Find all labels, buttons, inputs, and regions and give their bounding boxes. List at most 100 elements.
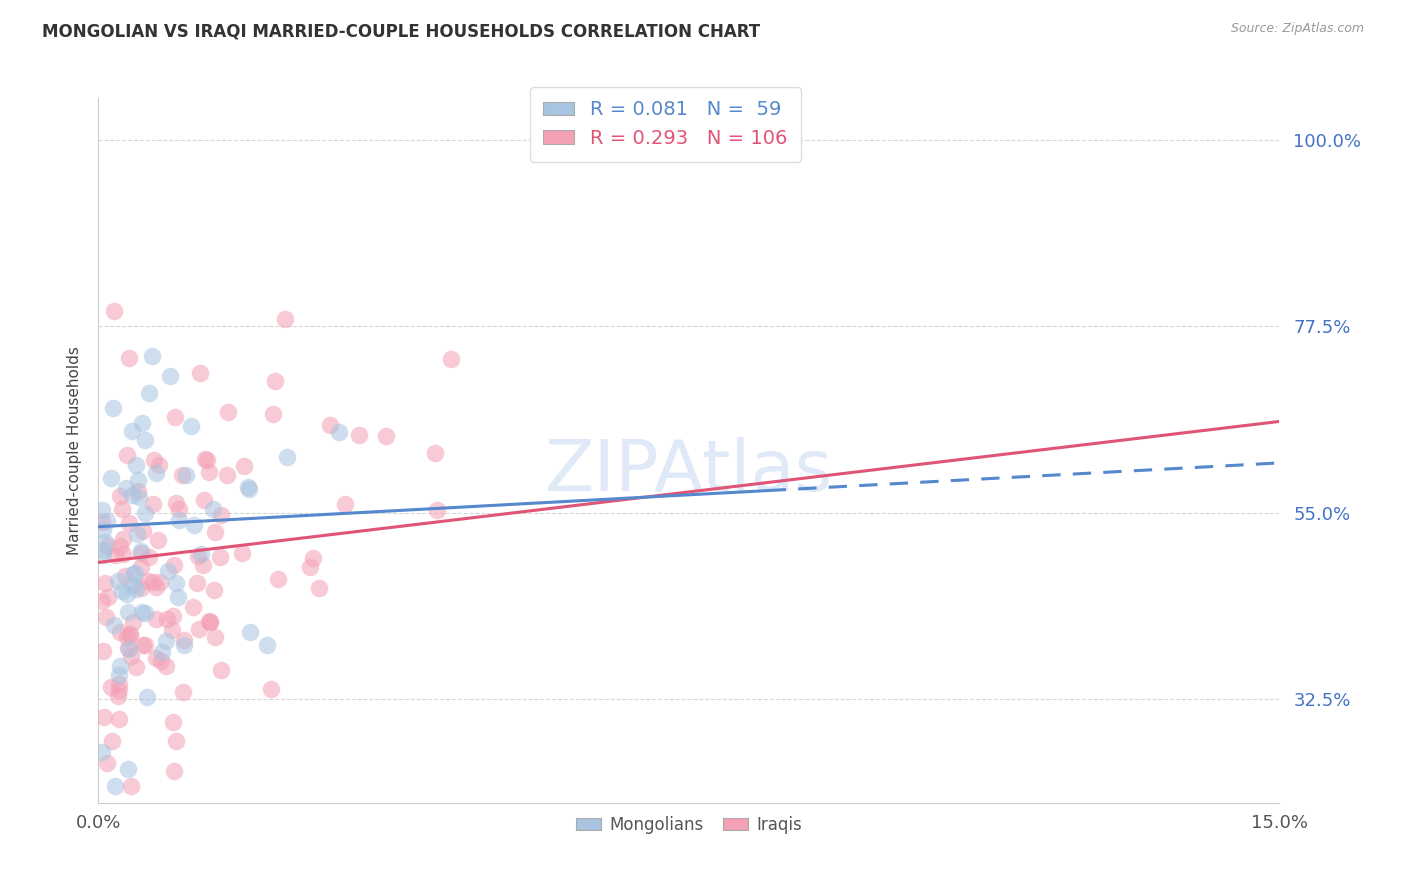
Point xyxy=(264,375,287,389)
Point xyxy=(159,369,181,384)
Point xyxy=(204,524,226,539)
Point xyxy=(426,503,449,517)
Point xyxy=(125,458,148,472)
Point xyxy=(124,660,146,674)
Point xyxy=(97,590,120,604)
Point xyxy=(198,615,221,630)
Point xyxy=(127,527,149,541)
Point xyxy=(131,524,153,539)
Point xyxy=(122,567,145,582)
Point xyxy=(96,756,118,770)
Point xyxy=(100,471,122,485)
Point xyxy=(107,689,129,703)
Point xyxy=(231,546,253,560)
Point xyxy=(186,576,208,591)
Point xyxy=(155,658,177,673)
Point xyxy=(150,645,173,659)
Point xyxy=(191,558,214,573)
Point xyxy=(134,606,156,620)
Point xyxy=(91,542,114,557)
Point xyxy=(256,639,278,653)
Text: MONGOLIAN VS IRAQI MARRIED-COUPLE HOUSEHOLDS CORRELATION CHART: MONGOLIAN VS IRAQI MARRIED-COUPLE HOUSEH… xyxy=(42,22,761,40)
Point xyxy=(110,539,132,553)
Point xyxy=(145,466,167,480)
Point xyxy=(190,366,212,380)
Point xyxy=(301,550,323,565)
Point xyxy=(115,481,138,495)
Point xyxy=(101,401,124,415)
Point xyxy=(94,576,117,591)
Point xyxy=(96,514,118,528)
Point xyxy=(163,409,186,424)
Point xyxy=(91,548,114,562)
Point xyxy=(174,467,197,482)
Point xyxy=(142,574,165,589)
Point xyxy=(204,582,226,597)
Point xyxy=(138,550,160,565)
Point xyxy=(117,605,139,619)
Point xyxy=(165,576,187,591)
Point xyxy=(155,633,177,648)
Point xyxy=(209,508,232,522)
Point xyxy=(440,351,463,366)
Point xyxy=(127,484,149,499)
Point xyxy=(165,496,187,510)
Point xyxy=(145,650,167,665)
Point xyxy=(273,312,295,326)
Point xyxy=(122,615,145,629)
Point xyxy=(118,627,141,641)
Point xyxy=(111,502,134,516)
Point xyxy=(145,612,167,626)
Point xyxy=(143,453,166,467)
Point xyxy=(134,433,156,447)
Point xyxy=(149,654,172,668)
Point xyxy=(167,502,190,516)
Text: Source: ZipAtlas.com: Source: ZipAtlas.com xyxy=(1230,22,1364,36)
Point xyxy=(170,467,193,482)
Point xyxy=(298,559,321,574)
Point xyxy=(121,425,143,439)
Point xyxy=(423,446,446,460)
Point xyxy=(136,690,159,704)
Point xyxy=(131,581,153,595)
Point xyxy=(173,632,195,647)
Point xyxy=(163,558,186,572)
Point xyxy=(118,628,141,642)
Point xyxy=(94,610,117,624)
Point xyxy=(239,625,262,640)
Point xyxy=(131,605,153,619)
Point xyxy=(124,566,146,581)
Point xyxy=(112,533,135,547)
Point xyxy=(187,549,209,563)
Point xyxy=(183,517,205,532)
Point xyxy=(131,416,153,430)
Point xyxy=(163,764,186,778)
Point xyxy=(118,516,141,530)
Point xyxy=(198,465,221,479)
Point xyxy=(93,535,115,549)
Point xyxy=(100,734,122,748)
Point xyxy=(308,581,330,595)
Point xyxy=(195,452,218,467)
Point xyxy=(202,502,225,516)
Point xyxy=(129,546,152,560)
Point xyxy=(260,681,283,696)
Point xyxy=(162,714,184,729)
Point xyxy=(120,648,142,663)
Point xyxy=(204,630,226,644)
Point xyxy=(114,569,136,583)
Point xyxy=(194,452,217,467)
Point xyxy=(108,624,131,639)
Point xyxy=(129,543,152,558)
Point xyxy=(104,779,127,793)
Point xyxy=(149,575,172,590)
Point xyxy=(374,428,396,442)
Point xyxy=(193,492,215,507)
Point xyxy=(165,734,187,748)
Point xyxy=(93,643,115,657)
Point xyxy=(134,638,156,652)
Point xyxy=(129,559,152,574)
Point xyxy=(115,587,138,601)
Point xyxy=(100,680,122,694)
Point xyxy=(108,489,131,503)
